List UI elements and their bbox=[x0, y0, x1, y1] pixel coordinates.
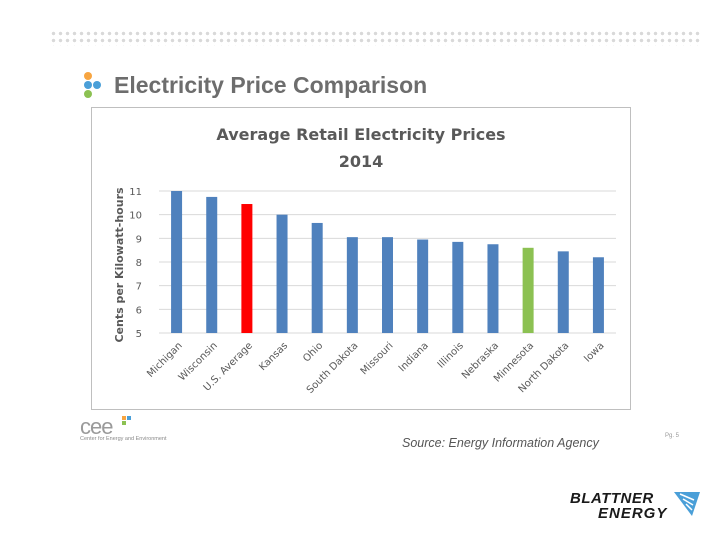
bar-illinois bbox=[452, 241, 464, 333]
bar-missouri bbox=[382, 237, 393, 333]
y-tick-label: 7 bbox=[136, 282, 142, 293]
x-tick-label: Illinois bbox=[436, 340, 466, 370]
bar-nebraska bbox=[487, 244, 499, 333]
bar-michigan bbox=[171, 191, 183, 333]
blattner-energy-logo: BLATTNER ENERGY bbox=[566, 490, 706, 524]
page-number: Pg. 5 bbox=[665, 433, 680, 439]
brand-wordmark-line2: ENERGY bbox=[598, 505, 668, 522]
bar-chart: Average Retail Electricity Prices 2014 C… bbox=[113, 125, 616, 396]
source-caption: Source: Energy Information Agency bbox=[402, 436, 599, 450]
y-axis-ticks: 5 6 7 8 9 10 11 bbox=[129, 187, 142, 340]
bar-iowa bbox=[592, 257, 604, 333]
brand-flag-icon bbox=[674, 492, 700, 516]
bar-u-s-average bbox=[241, 204, 253, 333]
bar-wisconsin bbox=[206, 196, 218, 333]
x-tick-label: Indiana bbox=[397, 340, 431, 374]
cee-logo: cee Center for Energy and Environment bbox=[80, 414, 220, 448]
bar-north-dakota bbox=[557, 251, 569, 333]
y-tick-label: 10 bbox=[129, 211, 142, 222]
bars bbox=[171, 191, 604, 333]
cee-logo-wordmark: cee bbox=[80, 414, 113, 439]
brand-wordmark-line1: BLATTNER bbox=[570, 490, 654, 507]
slide-title: Electricity Price Comparison bbox=[114, 72, 428, 98]
bar-south-dakota bbox=[346, 237, 358, 333]
bar-minnesota bbox=[522, 247, 534, 333]
chart-title: Average Retail Electricity Prices bbox=[216, 125, 505, 144]
y-tick-label: 8 bbox=[136, 258, 142, 269]
x-tick-label: Iowa bbox=[582, 340, 606, 364]
x-tick-label: Ohio bbox=[301, 340, 325, 364]
y-axis-label: Cents per Kilowatt-hours bbox=[113, 187, 126, 343]
bar-kansas bbox=[276, 214, 288, 333]
cee-logo-subtitle: Center for Energy and Environment bbox=[80, 436, 167, 442]
x-tick-label: Kansas bbox=[257, 340, 290, 373]
y-tick-label: 11 bbox=[129, 187, 142, 198]
decorative-dot-band bbox=[50, 30, 700, 46]
x-tick-label: Missouri bbox=[359, 340, 396, 377]
bar-ohio bbox=[311, 222, 323, 333]
y-tick-label: 6 bbox=[136, 305, 142, 316]
y-tick-label: 9 bbox=[136, 234, 142, 245]
bar-indiana bbox=[417, 239, 429, 333]
title-bullet-icon bbox=[84, 72, 108, 98]
chart-frame: Average Retail Electricity Prices 2014 C… bbox=[91, 107, 631, 410]
y-tick-label: 5 bbox=[136, 329, 142, 340]
chart-subtitle: 2014 bbox=[339, 152, 384, 171]
